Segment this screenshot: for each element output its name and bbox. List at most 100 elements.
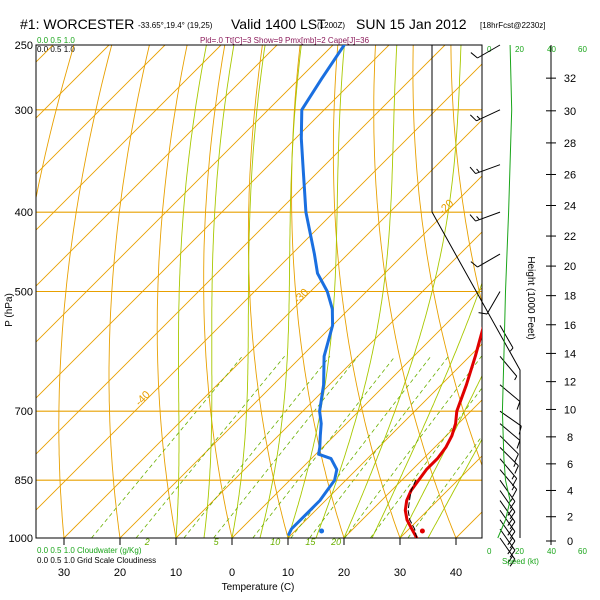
dry-adiabat-grid [36,45,482,538]
wind-barb-feather [509,540,516,549]
wind-panel-boundary [431,45,521,538]
height-tick-label: 4 [567,485,573,497]
wind-barb-feather [470,261,478,268]
forecast-date: SUN 15 Jan 2012 [356,16,467,32]
wind-barb-feather [507,546,514,555]
height-tick-label: 2 [567,512,573,524]
wind-barb-feather [469,214,476,222]
mixing-ratio-line [252,356,396,538]
wind-barb [469,109,501,122]
pressure-tick-label: 850 [15,475,33,487]
speed-tick-label: 20 [515,45,524,54]
moist-adiabat-line [399,374,482,538]
wind-barb-staff [499,356,518,377]
wind-barb-half-feather [514,376,518,381]
pressure-tick-label: 400 [15,207,33,219]
height-tick-label: 12 [564,377,576,389]
mixing-ratio-label: 10 [270,537,280,547]
isotherm-label: -40 [133,389,153,409]
mixing-ratio-label: 5 [214,537,220,547]
isotherm-line [36,45,222,231]
speed-tick-label: 0 [487,547,492,556]
height-tick-label: 26 [564,169,576,181]
cloudiness-scale-top: 0.0 0.5 1.0 [37,45,75,54]
wind-barb-half-feather [509,347,514,352]
temperature-axis-ticks: 30 20 10 0 10 20 30 40 [58,538,462,579]
stability-indices: Pld=.0 Tt[C]=3 Show=9 Pmx[mb]=2 Cape[J]=… [200,36,370,45]
temperature-tick-label: 10 [282,567,294,579]
height-tick-label: 10 [564,404,576,416]
temperature-tick-label: 30 [394,567,406,579]
cloudwater-scale-top: 0.0 0.5 1.0 [37,36,75,45]
wind-barb [470,44,501,59]
station-coords: -33.65°,19.4° (19,25) [138,21,213,30]
height-tick-label: 22 [564,231,576,243]
moist-adiabat-line [259,45,302,538]
dry-adiabat-line [203,45,233,538]
wind-barb-staff [499,447,519,467]
temperature-profile [403,326,482,538]
wind-barb-feather [509,521,516,530]
height-tick-label: 24 [564,201,576,213]
wind-barb-feather [507,508,514,516]
mixing-ratio-line [91,356,243,538]
wind-barb-half-feather [476,115,481,120]
moist-adiabat-line [371,281,482,538]
dry-adiabat-line [373,45,457,538]
wind-barb-half-feather [511,486,515,491]
wind-barb-staff [477,253,501,268]
dry-adiabat-line [58,45,113,538]
mixing-ratio-line [183,356,331,538]
temperature-tick-label: 20 [338,567,350,579]
wind-barb [499,447,519,474]
pressure-tick-label: 300 [15,105,33,117]
moist-adiabat-line [315,45,398,538]
dry-adiabat-line [36,45,75,200]
mixing-ratio-line [309,356,449,538]
sounding-series [287,45,482,538]
wind-barb [499,325,514,352]
wind-barb-feather [469,114,477,122]
speed-tick-label: 40 [547,547,556,556]
plot-frame [35,44,483,539]
height-tick-label: 30 [564,106,576,118]
valid-time: Valid 1400 LST [231,16,326,32]
moist-adiabat-line [175,45,207,538]
station-title: #1: WORCESTER [20,16,134,32]
speed-tick-label: 60 [578,45,587,54]
speed-scale-bottom: 0 20 40 60 [487,547,587,556]
height-tick-label: 14 [564,348,576,360]
wind-barb-feather [478,312,488,315]
height-tick-label: 28 [564,138,576,150]
dry-adiabat-line [291,45,345,538]
mixing-ratio-labels: 2 5 10 15 20 [144,537,341,547]
wind-barbs [469,44,522,567]
wind-barb-feather [469,166,476,174]
wind-barb [469,164,501,175]
wind-barb-feather [516,440,521,449]
wind-barb-staff [499,435,519,455]
wind-barb-feather [514,453,519,463]
wind-barb-staff [499,528,516,551]
height-tick-label: 20 [564,261,576,273]
wind-barb-feather [518,425,522,435]
wind-barb [499,519,516,549]
wind-barb-staff [499,325,514,349]
dry-adiabat-line [108,45,150,538]
speed-tick-label: 60 [578,547,587,556]
wind-barb-half-feather [511,475,515,480]
speed-scale-label: Speed (kt) [502,557,539,566]
wind-speed-line [497,44,513,539]
wind-barb-feather [509,550,516,558]
wind-barb-staff [475,164,501,175]
dry-adiabat-line [450,45,482,305]
wind-barb [499,435,519,463]
mixing-ratio-label: 2 [144,537,150,547]
height-tick-label: 16 [564,320,576,332]
mixing-ratio-line [290,356,432,538]
pressure-tick-label: 250 [15,40,33,52]
wind-barb-feather [509,501,516,509]
wind-barb-staff [499,537,516,560]
height-axis-label: Height (1000 Feet) [525,256,536,339]
wind-barb [470,253,501,268]
